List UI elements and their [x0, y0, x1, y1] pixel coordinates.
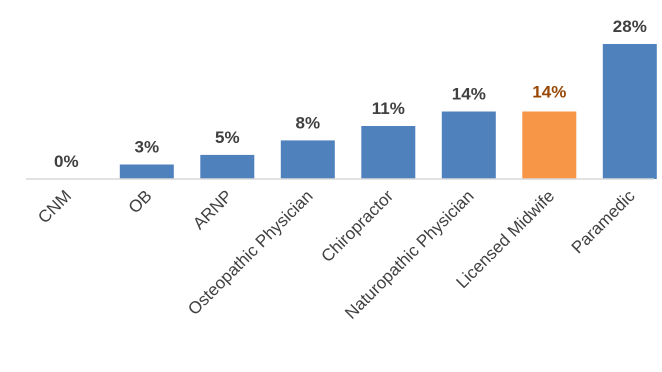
value-label-osteopathic-physician: 8% [296, 113, 321, 132]
value-label-ob: 3% [135, 138, 160, 157]
bar-paramedic [602, 44, 657, 179]
category-label-naturopathic-physician: Naturopathic Physician [341, 186, 477, 322]
bar-osteopathic-physician [280, 140, 335, 179]
category-label-cnm: CNM [34, 186, 75, 227]
category-label-chiropractor: Chiropractor [318, 186, 398, 266]
bar-ob [119, 164, 174, 179]
category-label-paramedic: Paramedic [568, 186, 639, 257]
bar-arnp [200, 154, 255, 179]
category-label-ob: OB [125, 186, 156, 217]
value-label-chiropractor: 11% [372, 99, 405, 118]
value-label-arnp: 5% [215, 128, 240, 147]
category-label-arnp: ARNP [189, 186, 236, 233]
value-labels-group: 0% 3% 5% 8% 11% 14% 14% 28% [54, 17, 647, 171]
value-label-cnm: 0% [54, 152, 79, 171]
bar-licensed-midwife [522, 111, 577, 179]
value-label-paramedic: 28% [613, 17, 647, 36]
bars-group [119, 44, 657, 179]
bar-naturopathic-physician [441, 111, 496, 179]
value-label-licensed-midwife: 14% [532, 83, 566, 102]
value-label-naturopathic-physician: 14% [452, 85, 486, 104]
bar-chiropractor [361, 126, 416, 179]
